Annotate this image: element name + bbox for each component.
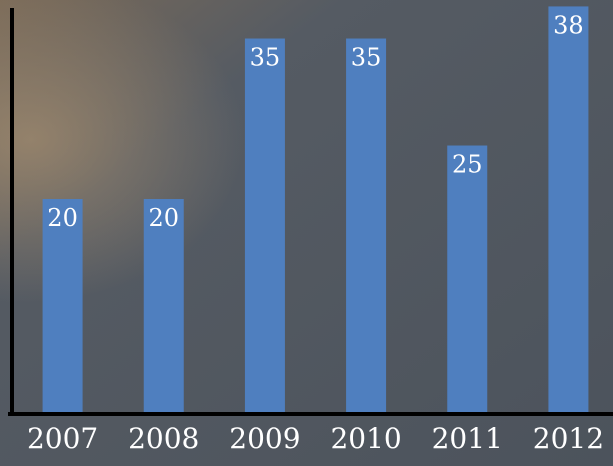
x-tick-label: 2008 bbox=[128, 422, 199, 455]
bar bbox=[548, 6, 588, 413]
bar bbox=[346, 39, 386, 413]
data-label: 38 bbox=[553, 11, 584, 39]
background-photo bbox=[0, 0, 613, 466]
x-tick-label: 2011 bbox=[432, 422, 503, 455]
x-tick-label: 2009 bbox=[229, 422, 300, 455]
data-label: 35 bbox=[351, 44, 382, 72]
data-label: 20 bbox=[148, 204, 179, 232]
bar bbox=[245, 39, 285, 413]
data-label: 35 bbox=[250, 44, 281, 72]
bar bbox=[447, 146, 487, 413]
page: {"chart_data": {"type": "bar", "categori… bbox=[0, 0, 613, 466]
x-tick-label: 2007 bbox=[27, 422, 98, 455]
x-tick-label: 2012 bbox=[533, 422, 604, 455]
data-label: 25 bbox=[452, 151, 483, 179]
chart: 20 2007 20 2008 35 2009 35 2010 25 2011 38 2012 bbox=[0, 0, 613, 466]
x-tick-label: 2010 bbox=[330, 422, 401, 455]
data-label: 20 bbox=[47, 204, 78, 232]
